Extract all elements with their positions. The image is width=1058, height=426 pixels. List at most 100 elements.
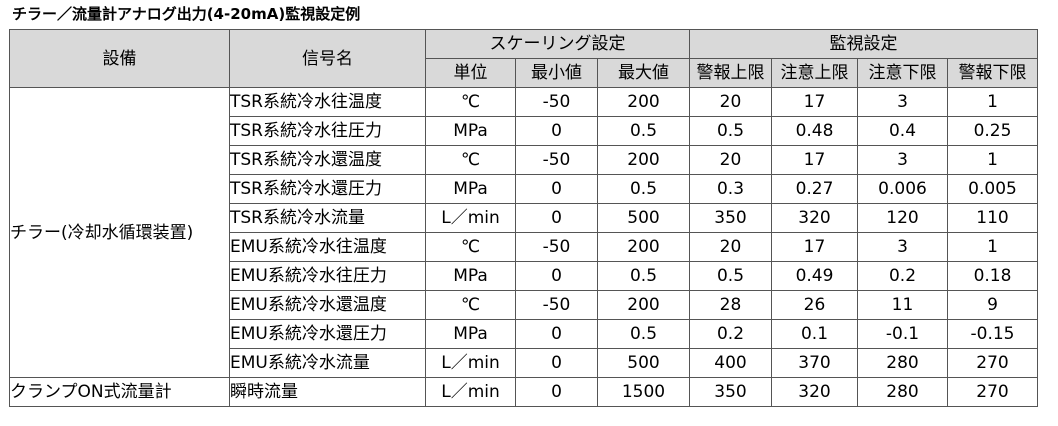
header-max: 最大値 — [597, 58, 690, 88]
table-row: TSR系統冷水往圧力 MPa 0 0.5 0.5 0.48 0.4 0.25 — [10, 116, 1038, 146]
page-title: チラー／流量計アナログ出力(4-20mA)監視設定例 — [12, 5, 361, 23]
signal-cell: EMU系統冷水流量 — [229, 348, 426, 378]
alarm-low-cell: 0.18 — [947, 261, 1038, 291]
min-cell: 0 — [515, 261, 598, 291]
max-cell: 200 — [597, 87, 690, 117]
caution-high-cell: 370 — [771, 348, 858, 378]
table-row: EMU系統冷水還温度 ℃ -50 200 28 26 11 9 — [10, 290, 1038, 320]
header-signal: 信号名 — [229, 29, 426, 88]
caution-low-cell: 280 — [857, 377, 948, 407]
caution-low-cell: 11 — [857, 290, 948, 320]
min-cell: 0 — [515, 203, 598, 233]
unit-cell: ℃ — [425, 145, 516, 175]
table-row: EMU系統冷水還圧力 MPa 0 0.5 0.2 0.1 -0.1 -0.15 — [10, 319, 1038, 349]
alarm-high-cell: 0.5 — [689, 116, 772, 146]
table-row: EMU系統冷水往温度 ℃ -50 200 20 17 3 1 — [10, 232, 1038, 262]
caution-high-cell: 17 — [771, 232, 858, 262]
min-cell: 0 — [515, 116, 598, 146]
table-row: TSR系統冷水流量 L／min 0 500 350 320 120 110 — [10, 203, 1038, 233]
alarm-high-cell: 0.3 — [689, 174, 772, 204]
signal-cell: EMU系統冷水往圧力 — [229, 261, 426, 291]
alarm-high-cell: 28 — [689, 290, 772, 320]
min-cell: -50 — [515, 87, 598, 117]
header-row-top: 設備 信号名 スケーリング設定 監視設定 — [9, 29, 1038, 88]
header-alarm-high: 警報上限 — [689, 58, 772, 88]
min-cell: 0 — [515, 348, 598, 378]
caution-high-cell: 0.1 — [771, 319, 858, 349]
alarm-low-cell: 1 — [947, 145, 1038, 175]
max-cell: 200 — [597, 232, 690, 262]
alarm-high-cell: 20 — [689, 145, 772, 175]
max-cell: 0.5 — [597, 319, 690, 349]
alarm-low-cell: 110 — [947, 203, 1038, 233]
unit-cell: L／min — [425, 377, 516, 407]
unit-cell: MPa — [425, 116, 516, 146]
min-cell: 0 — [515, 174, 598, 204]
alarm-low-cell: 1 — [947, 87, 1038, 117]
header-row-bottom: 単位 最小値 最大値 警報上限 注意上限 注意下限 警報下限 — [10, 58, 1038, 88]
caution-low-cell: 120 — [857, 203, 948, 233]
caution-high-cell: 17 — [771, 87, 858, 117]
equipment-cell: チラー(冷却水循環装置) — [9, 87, 230, 378]
unit-cell: ℃ — [425, 232, 516, 262]
min-cell: 0 — [515, 319, 598, 349]
caution-low-cell: 3 — [857, 232, 948, 262]
alarm-low-cell: 9 — [947, 290, 1038, 320]
min-cell: -50 — [515, 232, 598, 262]
alarm-low-cell: 270 — [947, 348, 1038, 378]
alarm-high-cell: 0.5 — [689, 261, 772, 291]
caution-high-cell: 0.27 — [771, 174, 858, 204]
max-cell: 200 — [597, 290, 690, 320]
alarm-low-cell: 0.005 — [947, 174, 1038, 204]
table-row: TSR系統冷水還圧力 MPa 0 0.5 0.3 0.27 0.006 0.005 — [10, 174, 1038, 204]
signal-cell: TSR系統冷水還圧力 — [229, 174, 426, 204]
unit-cell: L／min — [425, 203, 516, 233]
caution-low-cell: 280 — [857, 348, 948, 378]
min-cell: -50 — [515, 145, 598, 175]
unit-cell: ℃ — [425, 87, 516, 117]
alarm-high-cell: 20 — [689, 87, 772, 117]
caution-high-cell: 26 — [771, 290, 858, 320]
header-scaling: スケーリング設定 — [425, 29, 690, 59]
alarm-low-cell: 1 — [947, 232, 1038, 262]
header-min: 最小値 — [515, 58, 598, 88]
caution-high-cell: 17 — [771, 145, 858, 175]
unit-cell: L／min — [425, 348, 516, 378]
caution-low-cell: 0.4 — [857, 116, 948, 146]
alarm-low-cell: 270 — [947, 377, 1038, 407]
min-cell: 0 — [515, 377, 598, 407]
header-equipment: 設備 — [9, 29, 230, 88]
caution-low-cell: 0.006 — [857, 174, 948, 204]
signal-cell: EMU系統冷水還温度 — [229, 290, 426, 320]
header-unit: 単位 — [425, 58, 516, 88]
alarm-high-cell: 0.2 — [689, 319, 772, 349]
signal-cell: TSR系統冷水往温度 — [229, 87, 426, 117]
caution-low-cell: -0.1 — [857, 319, 948, 349]
caution-low-cell: 3 — [857, 87, 948, 117]
table-body: チラー(冷却水循環装置) TSR系統冷水往温度 ℃ -50 200 20 17 3 1 TSR系統… — [9, 87, 1038, 407]
header-caution-low: 注意下限 — [857, 58, 948, 88]
header-monitor: 監視設定 — [689, 29, 1038, 59]
table-row: EMU系統冷水往圧力 MPa 0 0.5 0.5 0.49 0.2 0.18 — [10, 261, 1038, 291]
header-caution-high: 注意上限 — [771, 58, 858, 88]
signal-cell: 瞬時流量 — [229, 377, 426, 407]
max-cell: 1500 — [597, 377, 690, 407]
alarm-low-cell: -0.15 — [947, 319, 1038, 349]
unit-cell: MPa — [425, 174, 516, 204]
caution-low-cell: 3 — [857, 145, 948, 175]
caution-low-cell: 0.2 — [857, 261, 948, 291]
monitor-settings-table: 設備 信号名 スケーリング設定 監視設定 単位 最小値 最大値 警報上限 注意上… — [9, 29, 1038, 407]
signal-cell: EMU系統冷水往温度 — [229, 232, 426, 262]
signal-cell: TSR系統冷水流量 — [229, 203, 426, 233]
alarm-low-cell: 0.25 — [947, 116, 1038, 146]
unit-cell: MPa — [425, 261, 516, 291]
table-row: クランプON式流量計 瞬時流量 L／min 0 1500 350 320 280 270 — [9, 377, 1038, 407]
max-cell: 200 — [597, 145, 690, 175]
caution-high-cell: 320 — [771, 377, 858, 407]
alarm-high-cell: 350 — [689, 377, 772, 407]
min-cell: -50 — [515, 290, 598, 320]
signal-cell: TSR系統冷水往圧力 — [229, 116, 426, 146]
alarm-high-cell: 350 — [689, 203, 772, 233]
alarm-high-cell: 400 — [689, 348, 772, 378]
max-cell: 500 — [597, 203, 690, 233]
